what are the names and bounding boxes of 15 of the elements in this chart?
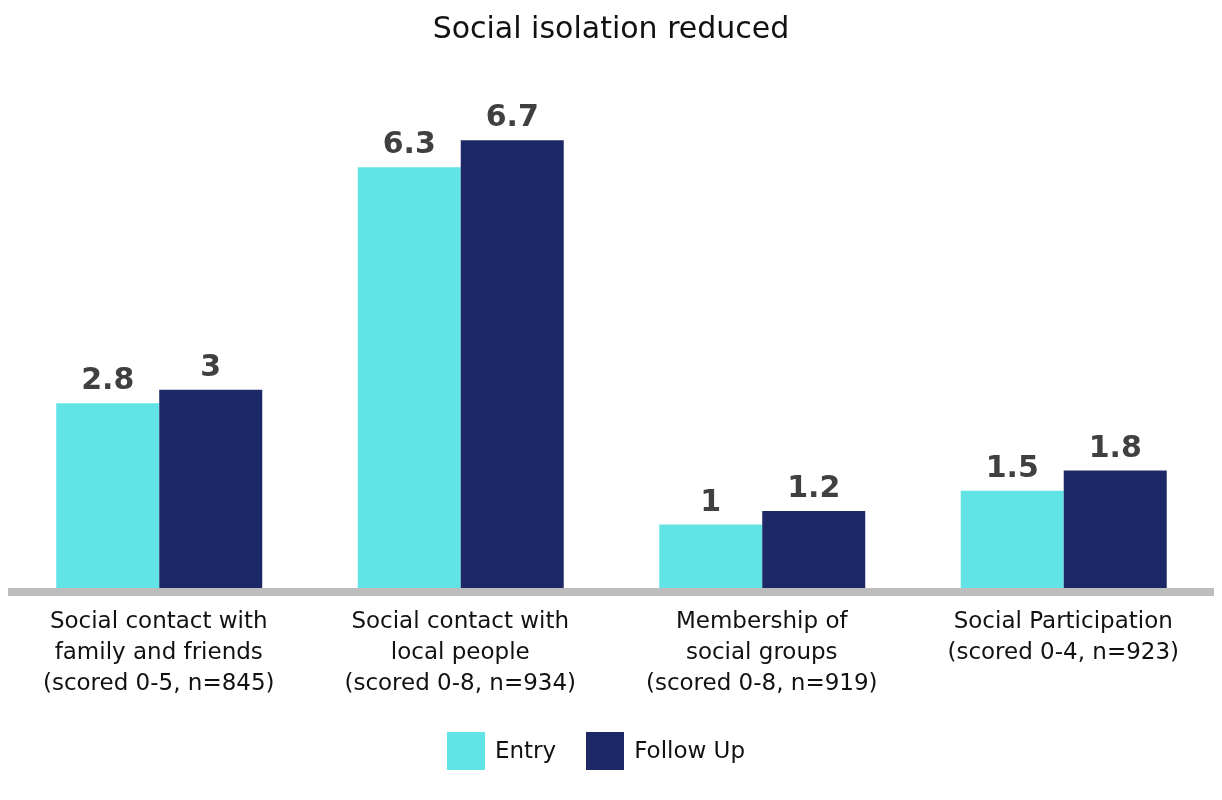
x-tick-label: Social contact with family and friends (scored 0-5, n=845) — [42, 607, 275, 695]
legend-label: Entry — [494, 736, 557, 763]
data-label: 1.8 — [1088, 428, 1142, 464]
data-label: 1 — [700, 482, 722, 518]
x-tick-label: Social Participation (scored 0-4, n=923) — [947, 607, 1180, 664]
data-label: 1.2 — [787, 469, 841, 505]
data-label: 1.5 — [985, 448, 1039, 484]
x-tick-label: Social contact with local people (scored 0-8, n=934) — [344, 607, 577, 695]
x-tick-label: Membership of social groups (scored 0-8, n=919) — [645, 607, 878, 695]
legend-label: Follow Up — [634, 736, 746, 763]
data-label: 6.3 — [382, 125, 436, 161]
chart-title: Social isolation reduced — [431, 10, 791, 45]
data-label: 3 — [200, 347, 222, 383]
data-label: 6.7 — [485, 98, 539, 134]
data-label: 2.8 — [81, 361, 135, 397]
